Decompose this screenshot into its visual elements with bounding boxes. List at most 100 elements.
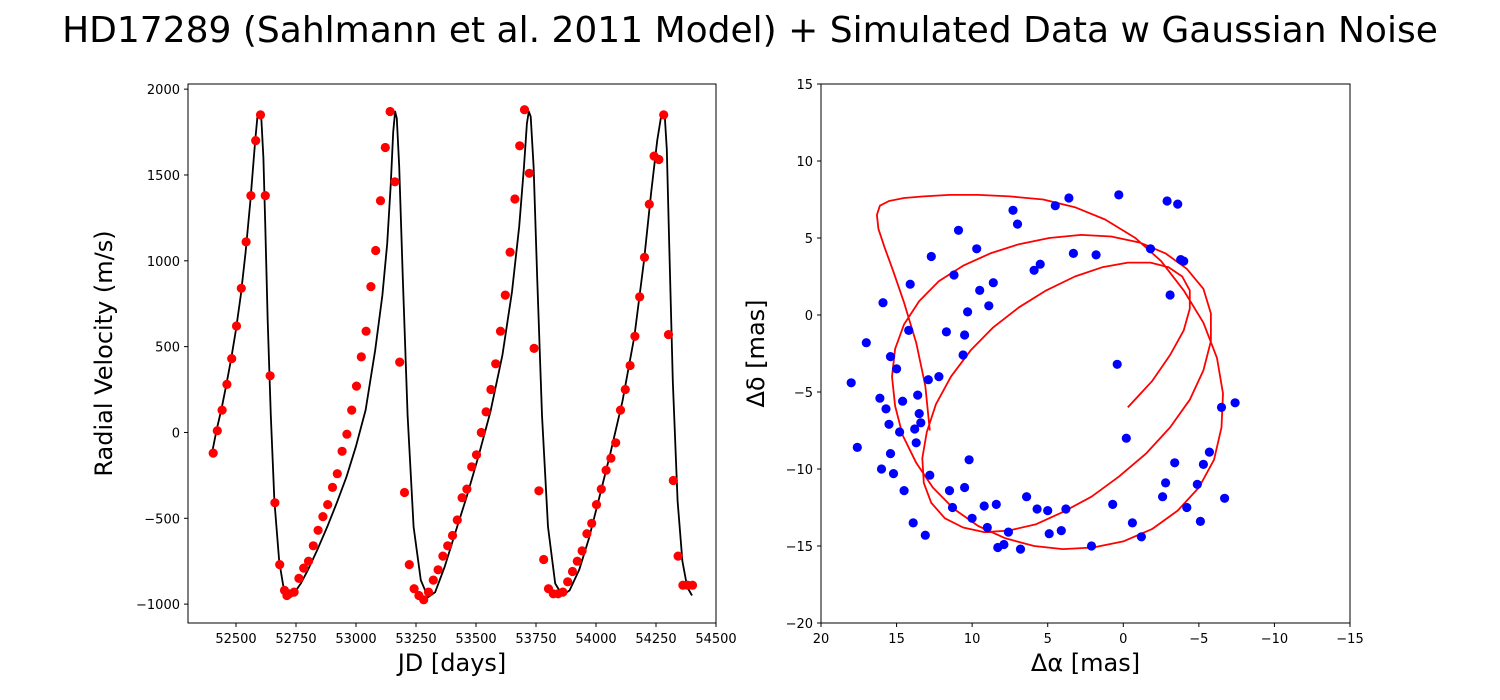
astrometry-data-point: [1086, 541, 1097, 551]
rv-data-point: [443, 541, 453, 551]
rv-data-point: [385, 106, 395, 117]
rv-data-point: [236, 283, 246, 293]
rv-data-point: [582, 529, 592, 539]
astrometry-data-point: [904, 325, 914, 335]
rv-data-point: [591, 500, 602, 510]
astrometry-model-line: [876, 194, 1224, 550]
rv-data-point: [663, 330, 674, 340]
rv-data-point: [270, 498, 280, 508]
astrometry-data-point: [988, 278, 998, 288]
rv-ytick-label: −500: [144, 512, 180, 527]
astrometry-data-point: [1091, 250, 1101, 260]
rv-data-point: [275, 560, 285, 570]
astrometry-data-point: [861, 338, 871, 348]
rv-data-point: [519, 105, 530, 115]
rv-data-point: [462, 484, 472, 494]
rv-data-point: [231, 321, 242, 331]
rv-data-point: [337, 446, 347, 456]
rv-ytick-label: 2000: [147, 83, 180, 98]
astrometry-data-point: [1165, 290, 1175, 300]
astrometry-data-point: [925, 470, 935, 480]
astrometry-data-point: [1127, 518, 1137, 528]
astrometry-data-point: [1170, 458, 1180, 468]
rv-data-point: [476, 427, 486, 438]
rv-xtick-label: 52750: [275, 632, 316, 647]
rv-data-point: [515, 141, 525, 151]
astrometry-data-point: [898, 396, 908, 406]
astrometry-data-point: [876, 464, 887, 474]
astrometry-data-point: [1050, 201, 1060, 211]
astrometry-data-point: [984, 301, 994, 311]
rv-data-point: [572, 556, 582, 566]
rv-xtick-label: 53500: [455, 632, 496, 647]
rv-data-point: [255, 110, 266, 120]
astrometry-data-point: [852, 442, 862, 452]
astrometry-xtick-label: 15: [888, 632, 905, 647]
astrometry-axes: 20 15 10 5 0 −5 −10 −15 −20 −15 −10 −5 0 5 10 15 Δα [mas…: [742, 78, 1364, 677]
astrometry-data-point: [979, 501, 989, 511]
astrometry-data-point: [888, 469, 899, 479]
astrometry-data-point: [1008, 205, 1018, 215]
astrometry-data-point: [926, 251, 936, 262]
rv-data-point: [687, 580, 698, 590]
astrometry-xtick-label: 0: [1119, 632, 1127, 647]
astrometry-data-point: [1068, 248, 1078, 258]
rv-data-point: [423, 587, 434, 597]
rv-xtick-label: 52500: [215, 632, 256, 647]
rv-data-point: [208, 448, 218, 458]
astrometry-data-point: [934, 372, 944, 382]
astrometry-xtick-label: −10: [1261, 632, 1288, 647]
astrometry-data-point: [1056, 526, 1066, 536]
rv-data-point: [620, 384, 630, 395]
astrometry-data-point: [1061, 504, 1071, 514]
astrometry-data-point: [960, 482, 970, 493]
rv-data-point: [635, 292, 645, 302]
astrometry-data-point: [911, 438, 921, 448]
rv-data-point: [375, 196, 386, 206]
astrometry-xlabel: Δα [mas]: [1031, 649, 1140, 677]
astrometry-data-point: [941, 327, 952, 337]
rv-data-point: [318, 511, 328, 522]
rv-data-point: [524, 168, 534, 178]
rv-ytick-label: 0: [172, 426, 180, 441]
astrometry-xtick-label: 10: [964, 632, 981, 647]
rv-data-point: [558, 587, 568, 597]
astrometry-data-point: [1162, 196, 1172, 206]
astrometry-data-point: [908, 518, 918, 528]
astrometry-data-point: [1012, 219, 1023, 229]
astrometry-data-point: [972, 244, 982, 254]
rv-data-point: [366, 282, 376, 292]
astrometry-data-point: [914, 409, 924, 419]
astrometry-data-point: [881, 404, 891, 414]
rv-data-point: [347, 405, 357, 415]
rv-data-point: [567, 566, 578, 577]
astrometry-data-point: [1112, 359, 1122, 369]
rv-data-point: [457, 493, 467, 503]
rv-data-point: [500, 290, 510, 300]
astrometry-data-point: [1032, 504, 1042, 514]
astrometry-data-point: [949, 270, 959, 280]
rv-data-point: [481, 407, 491, 417]
astrometry-data-point: [947, 502, 958, 513]
astrometry-data-point: [885, 352, 896, 362]
rv-data-point: [251, 136, 261, 146]
astrometry-ylabel: Δδ [mas]: [742, 299, 770, 407]
astrometry-data-point: [960, 330, 970, 340]
rv-data-point: [323, 500, 333, 510]
rv-data-point: [659, 110, 669, 120]
astrometry-data-point: [1114, 190, 1124, 200]
astrometry-data-point: [963, 307, 973, 317]
astrometry-data-point: [1161, 478, 1171, 488]
rv-data-point: [505, 247, 515, 257]
rv-data-point: [601, 465, 611, 475]
astrometry-data-point: [1003, 527, 1014, 537]
astrometry-xtick-label: −5: [1189, 632, 1208, 647]
rv-data-point: [308, 541, 318, 551]
rv-data-point: [654, 154, 664, 165]
rv-data-point: [404, 560, 414, 570]
rv-data-point: [246, 191, 256, 201]
figure-title: HD17289 (Sahlmann et al. 2011 Model) + S…: [62, 10, 1438, 51]
rv-ytick-label: 500: [155, 341, 180, 356]
astrometry-frame: [820, 83, 1351, 624]
rv-data-point: [332, 469, 342, 479]
